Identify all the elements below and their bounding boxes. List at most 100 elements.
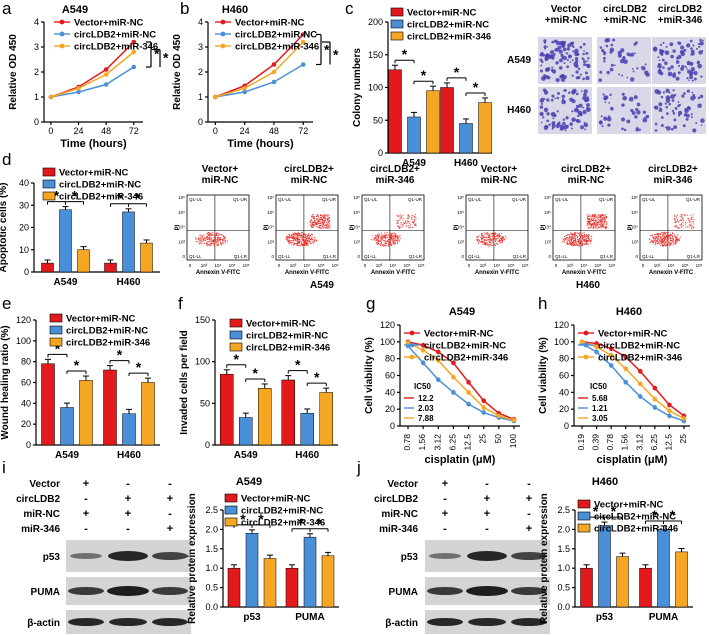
d-flow-event xyxy=(591,237,593,239)
a-series-line-2 xyxy=(50,51,135,98)
c-colony-dot xyxy=(633,95,638,100)
d-flow-event xyxy=(478,236,480,238)
d-flow-event xyxy=(376,234,378,237)
d-flow-event xyxy=(659,234,661,236)
d-flow-event xyxy=(689,223,691,225)
c-colony-dot xyxy=(581,57,584,60)
d-flow-event xyxy=(661,236,663,238)
d-flow-event xyxy=(605,214,607,216)
d-flow-event xyxy=(674,221,676,224)
j-blot-label-2: β-actin xyxy=(385,618,418,629)
d-flow-event xyxy=(589,239,591,242)
c-colony-dot xyxy=(690,95,695,101)
j-cond-label-2: miR-NC xyxy=(381,509,418,520)
d-flow-event xyxy=(587,222,589,224)
d-flow-event xyxy=(574,234,576,236)
e-bar-0-1 xyxy=(103,369,117,446)
d-flow-event xyxy=(482,233,484,235)
d-flow-event xyxy=(573,241,575,243)
d-flow-event xyxy=(414,218,416,221)
d-flow-event xyxy=(379,244,381,246)
d-flow-event xyxy=(297,235,299,237)
d-flow-ytick-5-1: 10³ xyxy=(631,239,638,244)
b-legend-label-0: Vector+miR-NC xyxy=(235,18,305,29)
d-flow-event xyxy=(396,222,398,224)
b-series-line-2 xyxy=(215,41,304,98)
d-flow-event xyxy=(577,239,579,241)
c-colony-dot xyxy=(546,119,550,123)
c-colony-dot xyxy=(555,61,559,65)
i-legend-label-0: Vector+miR-NC xyxy=(241,494,311,505)
d-flow-event xyxy=(586,239,589,242)
c-colony-dot xyxy=(587,65,590,69)
d-flow-event xyxy=(666,235,668,237)
g-x-label: cisplatin (μM) xyxy=(425,454,496,466)
j-xtick-label-0: p53 xyxy=(596,612,614,623)
c-colony-dot xyxy=(679,112,682,115)
c-bar-2-1 xyxy=(478,102,492,154)
a-side-star-2: * xyxy=(163,50,169,66)
d-flow-event xyxy=(594,215,596,217)
d-flow-event xyxy=(596,215,598,217)
d-flow-event xyxy=(396,220,398,222)
d-flow-event xyxy=(674,235,676,237)
f-ytick-label-1: 50 xyxy=(200,398,210,408)
f-bar-0-1 xyxy=(281,379,295,446)
j-sig-star-a-0: * xyxy=(593,503,599,519)
d-flow-event xyxy=(499,242,501,244)
c-colony-dot xyxy=(635,107,639,112)
g-point-0-2 xyxy=(435,349,441,355)
d-flow-event xyxy=(203,237,205,239)
c-colony-dot xyxy=(689,75,694,80)
d-flow-event xyxy=(572,233,574,235)
c-colony-dot xyxy=(669,42,674,47)
c-colony-dot xyxy=(635,127,639,132)
d-flow-event xyxy=(657,240,659,243)
d-flow-event xyxy=(311,226,313,228)
c-colony-dot xyxy=(662,91,666,94)
d-flow-event xyxy=(680,220,682,222)
d-flow-event xyxy=(593,217,595,219)
d-flow-event xyxy=(399,218,401,220)
d-flow-event xyxy=(302,244,304,246)
d-flow-quad-label-ll-1: Q1-LL xyxy=(278,254,291,259)
d-flow-event xyxy=(288,242,290,244)
d-flow-event xyxy=(582,236,584,238)
f-bar-1-1 xyxy=(300,413,314,446)
c-colony-dot xyxy=(619,58,625,64)
d-flow-event xyxy=(322,219,324,222)
d-flow-event xyxy=(378,232,380,234)
d-flow-event xyxy=(200,237,202,239)
d-flow-event xyxy=(593,227,595,229)
d-flow-event xyxy=(212,239,214,241)
c-colony-dot xyxy=(565,116,569,120)
d-flow-quad-label-ll-4: Q1-LL xyxy=(555,254,568,259)
c-colony-dot xyxy=(577,67,581,71)
d-flow-event xyxy=(415,223,417,225)
d-flow-event xyxy=(599,214,601,216)
d-flow-event xyxy=(370,238,372,240)
d-flow-y-label-0: PI xyxy=(175,224,181,230)
d-flow-event xyxy=(498,233,500,235)
j-bar-2-0 xyxy=(616,556,629,608)
b-series-line-1 xyxy=(215,63,304,98)
c-colony-dot xyxy=(672,89,675,92)
d-flow-event xyxy=(604,215,606,217)
d-flow-event xyxy=(668,235,670,237)
b-point-1-3 xyxy=(300,62,306,67)
d-flow-event xyxy=(221,239,223,241)
d-flow-event xyxy=(587,224,589,226)
d-flow-event xyxy=(598,224,600,226)
c-img-row-label-0: A549 xyxy=(507,55,531,66)
c-colony-dot xyxy=(557,91,560,95)
d-flow-xtick-2-1: 10³ xyxy=(376,263,383,268)
d-flow-event xyxy=(572,240,574,242)
c-colony-dot xyxy=(665,98,671,103)
d-flow-event xyxy=(396,238,398,240)
c-colony-dot xyxy=(690,49,695,54)
d-flow-event xyxy=(316,220,318,222)
c-colony-dot xyxy=(585,75,590,81)
d-flow-event xyxy=(581,245,583,247)
d-flow-event xyxy=(311,221,313,223)
d-flow-event xyxy=(589,227,591,229)
